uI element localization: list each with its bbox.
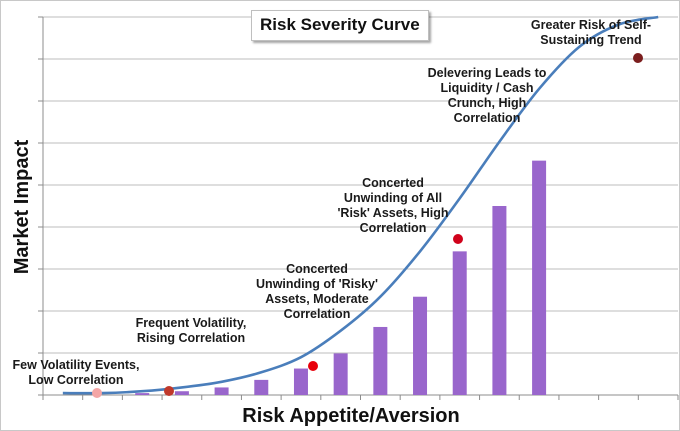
gridlines	[42, 16, 678, 396]
bar	[214, 387, 229, 395]
bar	[492, 206, 507, 395]
annotation-label: Greater Risk of Self-Sustaining Trend	[531, 18, 651, 47]
annotation-line: Assets, Moderate	[265, 292, 369, 306]
annotation-label: Concerted Unwinding of 'Risky' Assets, Mod…	[256, 262, 378, 321]
bar	[452, 251, 467, 395]
bar	[532, 160, 547, 395]
annotation-line: Rising Correlation	[137, 331, 245, 345]
curve-marker	[633, 53, 643, 63]
annotations: Few Volatility Events, Low Correlation Fre…	[13, 18, 652, 387]
bar	[333, 353, 348, 395]
annotation-line: 'Risk' Assets, High	[337, 206, 448, 220]
bar	[174, 391, 189, 395]
annotation-line: Correlation	[284, 307, 351, 321]
annotation-line: Liquidity / Cash	[440, 81, 533, 95]
annotation-line: Concerted	[286, 262, 348, 276]
annotation-label: Delevering Leads to Liquidity / Cash Crunc…	[428, 66, 547, 125]
bar	[254, 379, 269, 395]
annotation-line: Unwinding of All	[344, 191, 442, 205]
annotation-label: Frequent Volatility, Rising Correlation	[136, 316, 247, 345]
annotation-line: Unwinding of 'Risky'	[256, 277, 378, 291]
annotation-line: Low Correlation	[28, 373, 123, 387]
bar	[135, 393, 150, 395]
annotation-label: Concerted Unwinding of All 'Risk' Assets, …	[337, 176, 448, 235]
curve-marker	[92, 388, 102, 398]
annotation-label: Few Volatility Events, Low Correlation	[13, 358, 140, 387]
bar	[373, 326, 388, 395]
curve-marker	[453, 234, 463, 244]
chart-title: Risk Severity Curve	[251, 10, 429, 41]
annotation-line: Greater Risk of Self-	[531, 18, 651, 32]
annotation-line: Correlation	[360, 221, 427, 235]
annotation-line: Sustaining Trend	[540, 33, 641, 47]
curve-markers	[92, 53, 643, 398]
annotation-line: Concerted	[362, 176, 424, 190]
curve-marker	[308, 361, 318, 371]
annotation-line: Crunch, High	[448, 96, 526, 110]
annotation-line: Delevering Leads to	[428, 66, 547, 80]
bars	[135, 160, 547, 395]
axis-ticks	[38, 16, 679, 400]
y-axis-title: Market Impact	[11, 139, 33, 274]
bar	[293, 368, 308, 395]
x-axis-title: Risk Appetite/Aversion	[242, 405, 459, 427]
annotation-line: Frequent Volatility,	[136, 316, 247, 330]
annotation-line: Correlation	[454, 111, 521, 125]
annotation-line: Few Volatility Events,	[13, 358, 140, 372]
curve-marker	[164, 386, 174, 396]
bar	[413, 296, 428, 395]
